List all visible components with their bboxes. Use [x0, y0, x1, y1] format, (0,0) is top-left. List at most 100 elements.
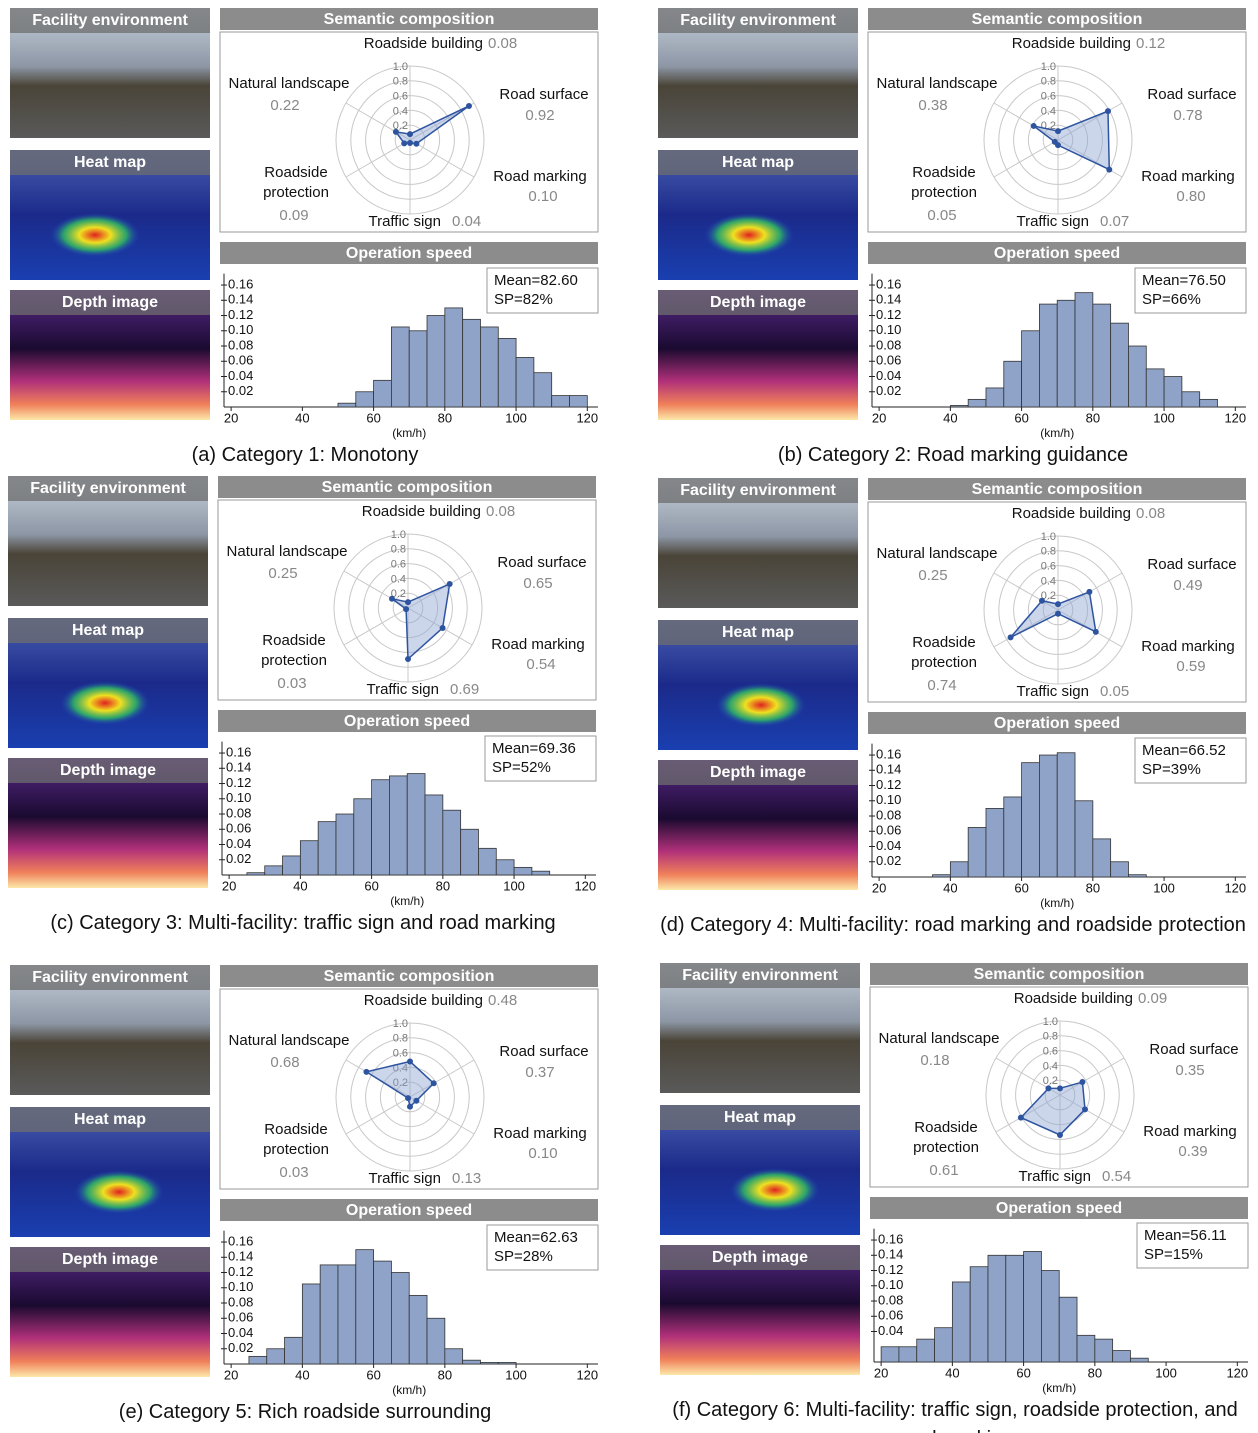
radar-point	[1030, 122, 1037, 129]
radar-point	[1106, 166, 1113, 173]
y-tick-label: 0.02	[876, 383, 901, 398]
r-tick-label: 0.8	[393, 76, 408, 88]
histogram-bar	[1021, 762, 1040, 878]
y-tick-label: 0.14	[876, 762, 901, 777]
value-label: 0.05	[927, 207, 956, 224]
axis-label: Traffic sign	[1016, 213, 1089, 230]
histogram-bar	[1056, 299, 1076, 408]
heat-spot	[704, 213, 794, 257]
histogram-bar	[444, 1348, 464, 1365]
histogram-bar	[426, 1317, 446, 1365]
x-tick-label: 20	[872, 410, 886, 425]
radar-point	[1081, 1106, 1088, 1113]
y-tick-label: 0.04	[228, 1325, 253, 1340]
radar-point	[405, 599, 411, 606]
radar-point	[1057, 1085, 1063, 1092]
value-label: 0.49	[1173, 577, 1202, 594]
panel: Facility environment Heat map Depth image S…	[658, 478, 1247, 910]
image-label-bar	[660, 1245, 860, 1270]
value-label: 0.04	[452, 213, 481, 230]
radar-point	[407, 1058, 413, 1065]
y-tick-label: 0.12	[876, 777, 901, 792]
value-label: 0.10	[528, 188, 557, 205]
axis-label: Roadside building	[1014, 990, 1133, 1007]
y-tick-label: 0.12	[878, 1262, 903, 1277]
title-bar	[870, 1197, 1248, 1219]
image-label-bar	[10, 8, 210, 33]
image-label-bar	[658, 150, 858, 175]
histogram-bar	[284, 1336, 303, 1365]
histogram-bar	[1039, 754, 1058, 878]
histogram-bar	[480, 326, 499, 408]
image-label: Heat map	[724, 1109, 796, 1126]
radar-point	[1017, 1114, 1024, 1121]
annotation-box	[484, 735, 597, 782]
x-tick-label: 60	[1016, 1365, 1030, 1380]
axis-label: Roadside building	[364, 35, 483, 52]
histogram-bar	[264, 865, 283, 876]
panel: Facility environment Heat map Depth image S…	[658, 8, 1247, 440]
value-label: 0.18	[920, 1052, 949, 1069]
radar-point	[407, 131, 413, 138]
radar-point	[1055, 610, 1061, 617]
histogram-bar	[389, 775, 408, 876]
value-label: 0.61	[929, 1162, 958, 1179]
image-label: Heat map	[74, 1111, 146, 1128]
image-label: Depth image	[710, 294, 806, 311]
histogram-bar	[533, 372, 553, 408]
y-tick-label: 0.16	[876, 276, 901, 291]
axis-label: Roadside building	[362, 503, 481, 520]
r-tick-label: 0.2	[1041, 120, 1056, 132]
spoke	[409, 139, 475, 178]
radar-point	[405, 1095, 412, 1102]
value-label: 0.25	[918, 567, 947, 584]
x-tick-label: 20	[224, 410, 238, 425]
y-tick-label: 0.06	[226, 821, 251, 836]
radar-point	[388, 595, 395, 602]
axis-label: Traffic sign	[1016, 683, 1089, 700]
value-label: 0.13	[452, 1170, 481, 1187]
x-tick-label: 100	[1153, 410, 1175, 425]
y-tick-label: 0.10	[228, 322, 253, 337]
histogram-bar	[319, 1264, 339, 1365]
histogram-bar	[335, 813, 355, 876]
x-axis-title: (km/h)	[1040, 426, 1074, 440]
title-bar	[868, 242, 1246, 264]
r-tick-label: 0.8	[1041, 76, 1056, 88]
axis-label: Natural landscape	[877, 75, 998, 92]
spoke	[409, 1096, 475, 1135]
x-tick-label: 120	[576, 1367, 598, 1382]
radar-point	[465, 102, 472, 109]
x-tick-label: 120	[576, 410, 598, 425]
x-tick-label: 40	[945, 1365, 959, 1380]
y-tick-label: 0.06	[876, 823, 901, 838]
value-label: 0.08	[488, 35, 517, 52]
image-label: Depth image	[60, 762, 156, 779]
histogram-bar	[337, 402, 357, 408]
heat-spot	[730, 1168, 820, 1212]
image-label-bar	[8, 758, 208, 783]
chart-title: Operation speed	[994, 715, 1120, 732]
radar-point	[439, 624, 446, 631]
histogram-bar	[1074, 800, 1094, 878]
histogram-bar	[462, 1359, 481, 1365]
radar-point	[1007, 634, 1014, 641]
title-bar	[870, 963, 1248, 985]
x-tick-label: 60	[366, 1367, 380, 1382]
title-bar	[868, 8, 1246, 30]
histogram-bar	[373, 1260, 392, 1365]
panel: Facility environment Heat map Depth image S…	[10, 8, 599, 440]
annotation-box	[1134, 737, 1247, 784]
r-tick-label: 0.4	[391, 573, 406, 585]
x-tick-label: 120	[1226, 1365, 1248, 1380]
r-tick-label: 0.2	[391, 588, 406, 600]
x-tick-label: 60	[364, 878, 378, 893]
radar-point	[1055, 128, 1061, 135]
histogram-bar	[551, 395, 570, 408]
r-tick-label: 0.2	[393, 1077, 408, 1089]
histogram-bar	[932, 874, 951, 878]
y-tick-label: 0.14	[228, 292, 253, 307]
image-label: Facility environment	[682, 967, 838, 984]
